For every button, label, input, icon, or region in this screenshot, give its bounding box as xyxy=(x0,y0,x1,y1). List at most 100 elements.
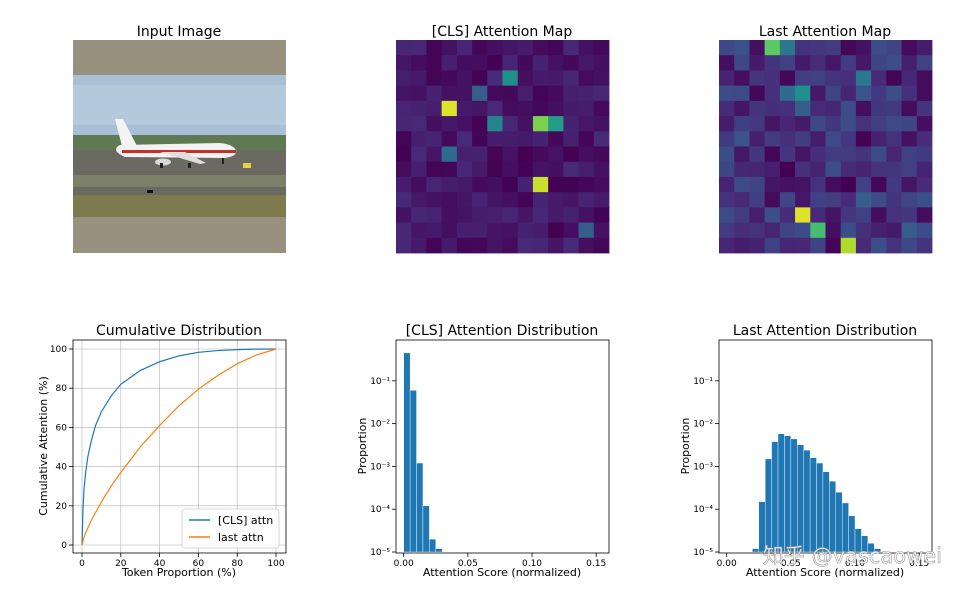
heatmap-cell xyxy=(825,192,842,208)
heatmap-cell xyxy=(563,176,579,193)
heatmap-cell xyxy=(563,85,579,102)
y-tick-label: 10⁻³ xyxy=(693,462,713,472)
heatmap-cell xyxy=(749,207,766,223)
heatmap-cell xyxy=(593,55,610,71)
heatmap-cell xyxy=(593,222,610,239)
heatmap-cell xyxy=(734,116,750,132)
histogram-bar xyxy=(784,435,792,553)
heatmap-cell xyxy=(825,55,842,71)
heatmap-cell xyxy=(901,207,918,223)
cumulative-ylabel: Cumulative Attention (%) xyxy=(37,376,50,516)
heatmap-cell xyxy=(411,131,427,147)
legend-cls-label: [CLS] attn xyxy=(218,514,273,527)
cls-dist-ylabel: Proportion xyxy=(356,418,369,475)
heatmap-cell xyxy=(855,85,872,102)
heatmap-cell xyxy=(487,55,503,71)
histogram-bar xyxy=(422,505,430,553)
heatmap-cell xyxy=(840,85,857,102)
histogram-bar xyxy=(771,441,779,553)
heatmap-cell xyxy=(916,176,933,193)
histogram-bar xyxy=(435,548,443,553)
heatmap-cell xyxy=(441,85,458,102)
heatmap-cell xyxy=(548,131,564,147)
heatmap-cell xyxy=(871,131,887,147)
heatmap-cell xyxy=(886,40,902,56)
heatmap-cell xyxy=(532,85,549,102)
heatmap-cell xyxy=(734,131,750,147)
heatmap-cell xyxy=(441,100,458,117)
heatmap-cell xyxy=(426,100,443,117)
heatmap-cell xyxy=(779,237,796,254)
y-tick-label: 10⁻⁴ xyxy=(693,505,713,515)
heatmap-cell xyxy=(396,116,412,132)
heatmap-cell xyxy=(578,85,595,102)
heatmap-cell xyxy=(396,207,412,223)
last-map-title: Last Attention Map xyxy=(759,24,891,40)
heatmap-cell xyxy=(779,207,796,223)
heatmap-cell xyxy=(456,100,473,117)
heatmap-cell xyxy=(886,85,902,102)
heatmap-cell xyxy=(871,237,887,254)
heatmap-cell xyxy=(456,85,473,102)
heatmap-cell xyxy=(825,40,842,56)
heatmap-cell xyxy=(487,207,503,223)
heatmap-cell xyxy=(426,116,443,132)
heatmap-cell xyxy=(532,192,549,208)
heatmap-cell xyxy=(795,146,811,163)
heatmap-cell xyxy=(411,55,427,71)
heatmap-cell xyxy=(396,85,412,102)
heatmap-cell xyxy=(593,40,610,56)
heatmap-cell xyxy=(810,146,826,163)
heatmap-cell xyxy=(578,40,595,56)
heatmap-cell xyxy=(871,55,887,71)
heatmap-cell xyxy=(764,176,781,193)
heatmap-cell xyxy=(502,70,519,87)
heatmap-cell xyxy=(901,222,918,239)
heatmap-cell xyxy=(886,176,902,193)
heatmap-cell xyxy=(840,131,857,147)
heatmap-cell xyxy=(810,192,826,208)
heatmap-cell xyxy=(502,176,519,193)
heatmap-cell xyxy=(563,146,579,163)
heatmap-cell xyxy=(719,237,735,254)
heatmap-cell xyxy=(441,55,458,71)
cls-dist-bars xyxy=(403,352,443,553)
heatmap-cell xyxy=(532,237,549,254)
heatmap-cell xyxy=(517,40,534,56)
heatmap-cell xyxy=(411,40,427,56)
heatmap-cell xyxy=(532,116,549,132)
heatmap-cell xyxy=(472,192,488,208)
heatmap-cell xyxy=(779,192,796,208)
heatmap-cell xyxy=(901,85,918,102)
heatmap-cell xyxy=(396,131,412,147)
heatmap-cell xyxy=(548,85,564,102)
heatmap-cell xyxy=(795,116,811,132)
cls-attention-heatmap xyxy=(396,40,610,254)
last-dist-title: Last Attention Distribution xyxy=(733,323,917,339)
heatmap-cell xyxy=(456,207,473,223)
x-tick-label: 80 xyxy=(231,559,243,569)
heatmap-cell xyxy=(779,100,796,117)
heatmap-cell xyxy=(886,237,902,254)
heatmap-cell xyxy=(855,176,872,193)
heatmap-cell xyxy=(593,70,610,87)
heatmap-cell xyxy=(517,100,534,117)
heatmap-cell xyxy=(795,40,811,56)
heatmap-cell xyxy=(734,222,750,239)
heatmap-cell xyxy=(502,55,519,71)
heatmap-cell xyxy=(871,176,887,193)
x-tick-label: 0.00 xyxy=(717,559,737,569)
heatmap-cell xyxy=(548,192,564,208)
heatmap-cell xyxy=(886,222,902,239)
cumulative-axes-frame xyxy=(72,339,287,554)
heatmap-cell xyxy=(779,70,796,87)
heatmap-cell xyxy=(472,40,488,56)
heatmap-cell xyxy=(810,161,826,178)
heatmap-cell xyxy=(563,192,579,208)
heatmap-cell xyxy=(810,116,826,132)
heatmap-cell xyxy=(396,237,412,254)
heatmap-cell xyxy=(502,146,519,163)
heatmap-cell xyxy=(548,70,564,87)
heatmap-cell xyxy=(426,70,443,87)
heatmap-cell xyxy=(810,70,826,87)
